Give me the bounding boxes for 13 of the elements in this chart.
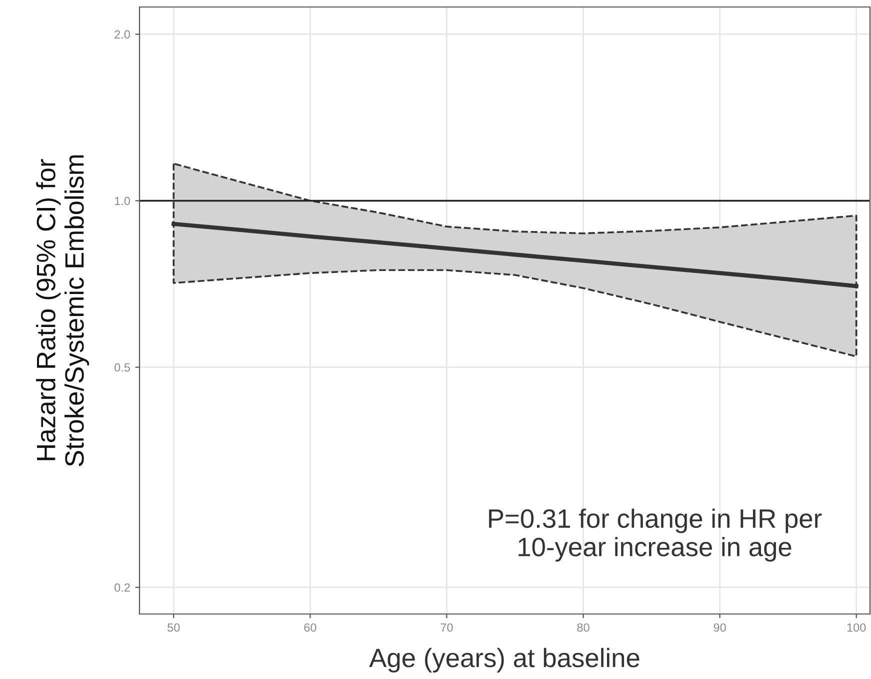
- x-tick-label: 100: [847, 623, 866, 632]
- y-tick-label: 2.0: [114, 30, 130, 39]
- x-axis-title: Age (years) at baseline: [369, 648, 640, 673]
- y-tick-label: 0.2: [114, 583, 130, 592]
- annotation: P=0.31 for change in HR per 10-year increase in age: [489, 508, 822, 562]
- x-tick-label: 50: [168, 623, 180, 632]
- x-tick-label: 60: [304, 623, 316, 632]
- x-tick-label: 70: [440, 623, 453, 632]
- y-tick-label: 0.5: [114, 363, 130, 372]
- y-tick-label: 1.0: [114, 196, 130, 206]
- x-tick-label: 90: [714, 623, 726, 632]
- y-axis-title: Hazard Ratio (95% CI) for Stroke/Systemic Embolism: [36, 155, 90, 466]
- x-tick-label: 80: [577, 623, 590, 632]
